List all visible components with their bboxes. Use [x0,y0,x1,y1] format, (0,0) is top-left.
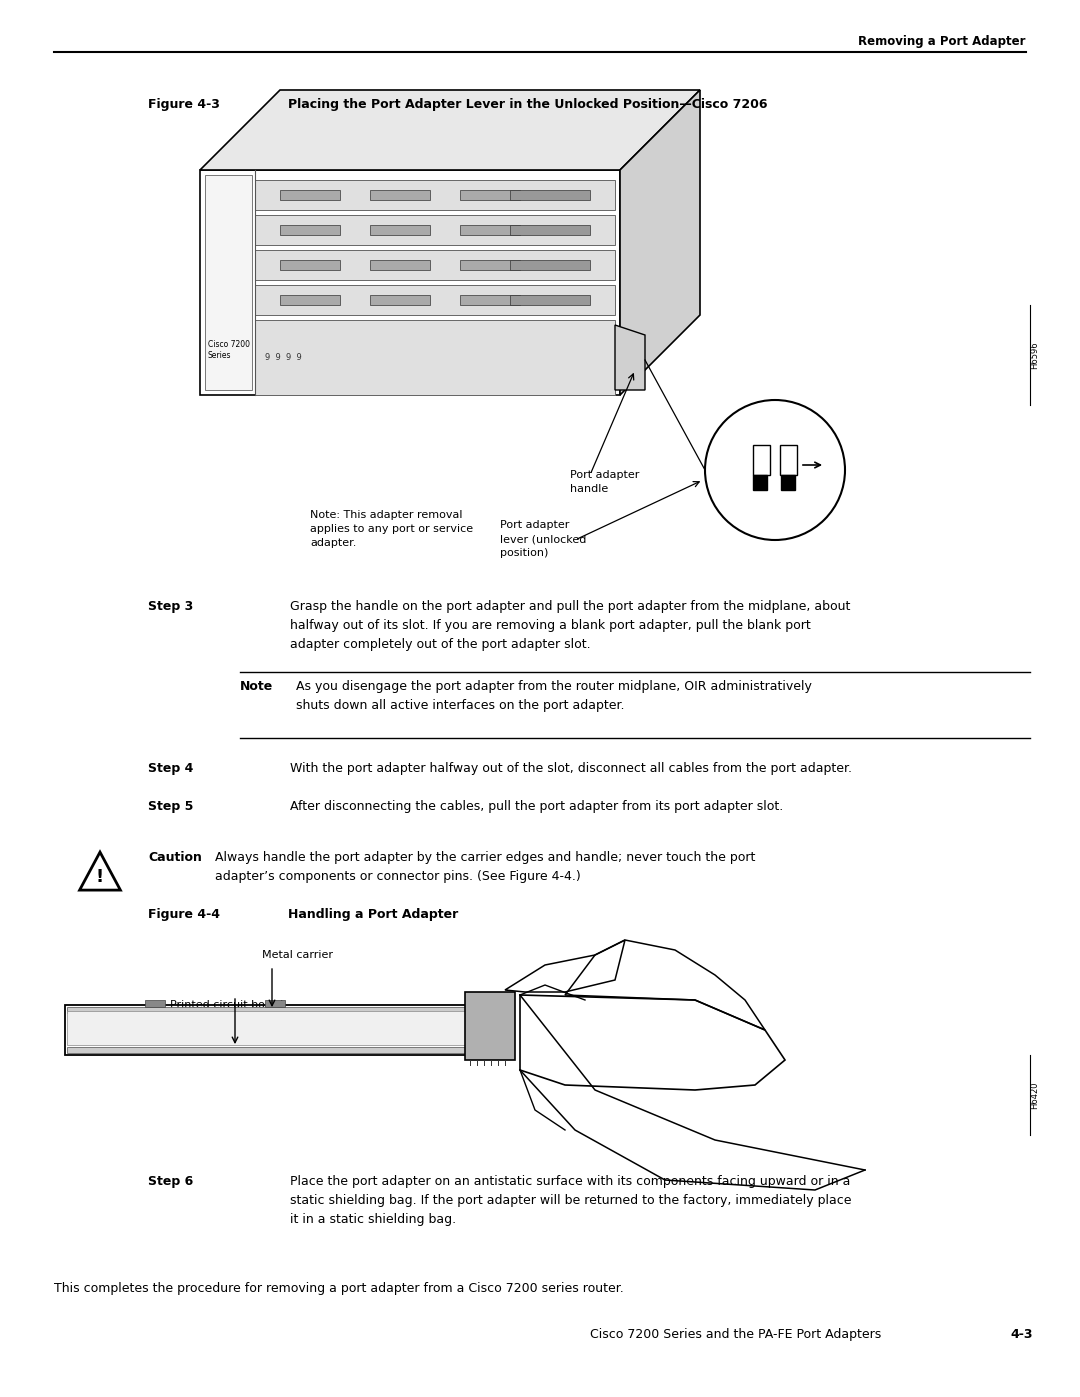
Bar [460,225,519,235]
Bar [510,260,590,270]
Polygon shape [255,250,615,279]
Text: This completes the procedure for removing a port adapter from a Cisco 7200 serie: This completes the procedure for removin… [54,1282,624,1295]
Circle shape [705,400,845,541]
Polygon shape [255,180,615,210]
Polygon shape [620,89,700,395]
Bar [280,295,340,305]
Polygon shape [753,446,770,475]
Text: Step 5: Step 5 [148,800,193,813]
Text: As you disengage the port adapter from the router midplane, OIR administratively: As you disengage the port adapter from t… [296,680,812,712]
Text: Note: Note [240,680,273,693]
Text: Printed circuit board: Printed circuit board [170,1000,283,1010]
Bar [510,190,590,200]
Text: Step 6: Step 6 [148,1175,193,1187]
Text: Figure 4-4: Figure 4-4 [148,908,220,921]
Bar [280,190,340,200]
Bar [753,475,767,490]
Bar [145,1000,165,1007]
Bar [460,190,519,200]
Text: Note: This adapter removal
applies to any port or service
adapter.: Note: This adapter removal applies to an… [310,510,473,548]
Polygon shape [255,320,615,395]
Text: Handling a Port Adapter: Handling a Port Adapter [288,908,458,921]
Text: Port adapter
lever (unlocked
position): Port adapter lever (unlocked position) [500,520,586,557]
Bar [510,225,590,235]
Text: 4-3: 4-3 [1010,1329,1032,1341]
Text: Figure 4-3: Figure 4-3 [148,98,220,110]
Polygon shape [80,852,120,890]
Bar [67,1007,478,1013]
Bar [370,225,430,235]
Text: Place the port adapter on an antistatic surface with its components facing upwar: Place the port adapter on an antistatic … [291,1175,851,1227]
Text: Port adapter
handle: Port adapter handle [570,469,639,495]
Bar [65,1004,480,1055]
Bar [67,1046,478,1053]
Text: Always handle the port adapter by the carrier edges and handle; never touch the : Always handle the port adapter by the ca… [215,851,755,883]
Text: Cisco 7200
Series: Cisco 7200 Series [208,339,249,360]
Bar [781,475,795,490]
Text: Caution: Caution [148,851,202,863]
Text: Grasp the handle on the port adapter and pull the port adapter from the midplane: Grasp the handle on the port adapter and… [291,599,850,651]
Polygon shape [255,285,615,314]
Bar [370,295,430,305]
Bar [510,295,590,305]
Bar [370,260,430,270]
Polygon shape [780,446,797,475]
Bar [460,260,519,270]
Text: Placing the Port Adapter Lever in the Unlocked Position—Cisco 7206: Placing the Port Adapter Lever in the Un… [288,98,768,110]
Polygon shape [200,170,620,395]
Bar [67,1011,478,1045]
Text: Step 4: Step 4 [148,761,193,775]
Text: Metal carrier: Metal carrier [262,950,333,960]
Bar [280,260,340,270]
Polygon shape [205,175,252,390]
Text: !: ! [96,868,104,886]
Text: With the port adapter halfway out of the slot, disconnect all cables from the po: With the port adapter halfway out of the… [291,761,852,775]
Polygon shape [255,215,615,244]
Text: H6596: H6596 [1030,341,1039,369]
Bar [265,1000,285,1007]
Bar [280,225,340,235]
Text: Removing a Port Adapter: Removing a Port Adapter [859,35,1026,47]
Text: H6420: H6420 [1030,1081,1039,1109]
Bar [370,190,430,200]
Bar [460,295,519,305]
Text: Cisco 7200 Series and the PA-FE Port Adapters: Cisco 7200 Series and the PA-FE Port Ada… [590,1329,881,1341]
Text: 9  9  9  9: 9 9 9 9 [265,352,301,362]
Polygon shape [200,89,700,170]
Bar [465,992,515,1060]
Text: After disconnecting the cables, pull the port adapter from its port adapter slot: After disconnecting the cables, pull the… [291,800,783,813]
Polygon shape [615,326,645,390]
Text: Step 3: Step 3 [148,599,193,613]
